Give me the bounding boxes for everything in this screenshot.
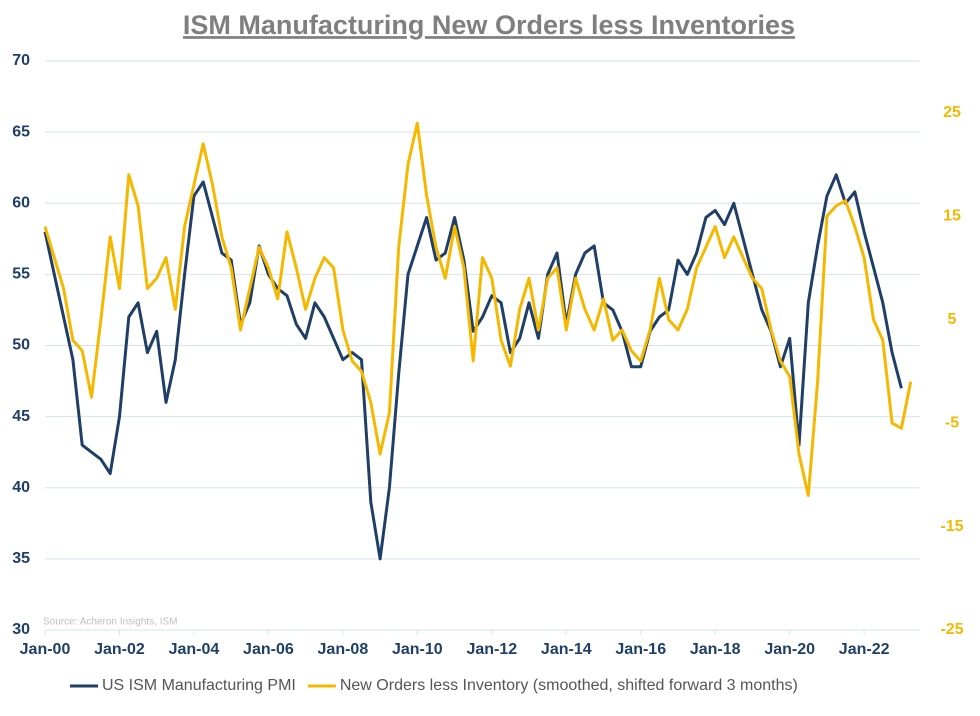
x-tick-label: Jan-10 <box>392 641 443 658</box>
y-tick-label: 50 <box>12 337 30 354</box>
x-tick-label: Jan-06 <box>243 641 294 658</box>
x-tick-label: Jan-22 <box>839 641 890 658</box>
y2-tick-label: 5 <box>948 311 957 328</box>
series-line <box>43 173 903 561</box>
x-tick-label: Jan-00 <box>20 641 71 658</box>
x-tick-label: Jan-20 <box>764 641 815 658</box>
x-tick-label: Jan-12 <box>466 641 517 658</box>
y-tick-label: 65 <box>12 123 30 140</box>
y-tick-label: 30 <box>12 621 30 638</box>
x-tick-label: Jan-14 <box>541 641 592 658</box>
legend-label: New Orders less Inventory (smoothed, shi… <box>340 677 798 694</box>
source-note: Source: Acheron Insights, ISM <box>43 617 178 628</box>
legend-label: US ISM Manufacturing PMI <box>102 677 296 694</box>
y-tick-label: 35 <box>12 550 30 567</box>
y2-tick-label: -5 <box>945 414 959 431</box>
y2-tick-label: -15 <box>940 518 963 535</box>
y2-tick-label: 25 <box>943 104 961 121</box>
series-line <box>43 121 913 497</box>
x-tick-label: Jan-16 <box>615 641 666 658</box>
x-tick-label: Jan-08 <box>318 641 369 658</box>
y-tick-label: 45 <box>12 408 30 425</box>
x-tick-label: Jan-02 <box>94 641 145 658</box>
y2-tick-label: 15 <box>943 207 961 224</box>
y-tick-label: 40 <box>12 479 30 496</box>
y-tick-label: 55 <box>12 266 30 283</box>
chart-title: ISM Manufacturing New Orders less Invent… <box>183 10 795 40</box>
x-tick-label: Jan-04 <box>169 641 220 658</box>
y2-tick-label: -25 <box>940 621 963 638</box>
y-tick-label: 60 <box>12 194 30 211</box>
y-tick-label: 70 <box>12 52 30 69</box>
x-tick-label: Jan-18 <box>690 641 741 658</box>
